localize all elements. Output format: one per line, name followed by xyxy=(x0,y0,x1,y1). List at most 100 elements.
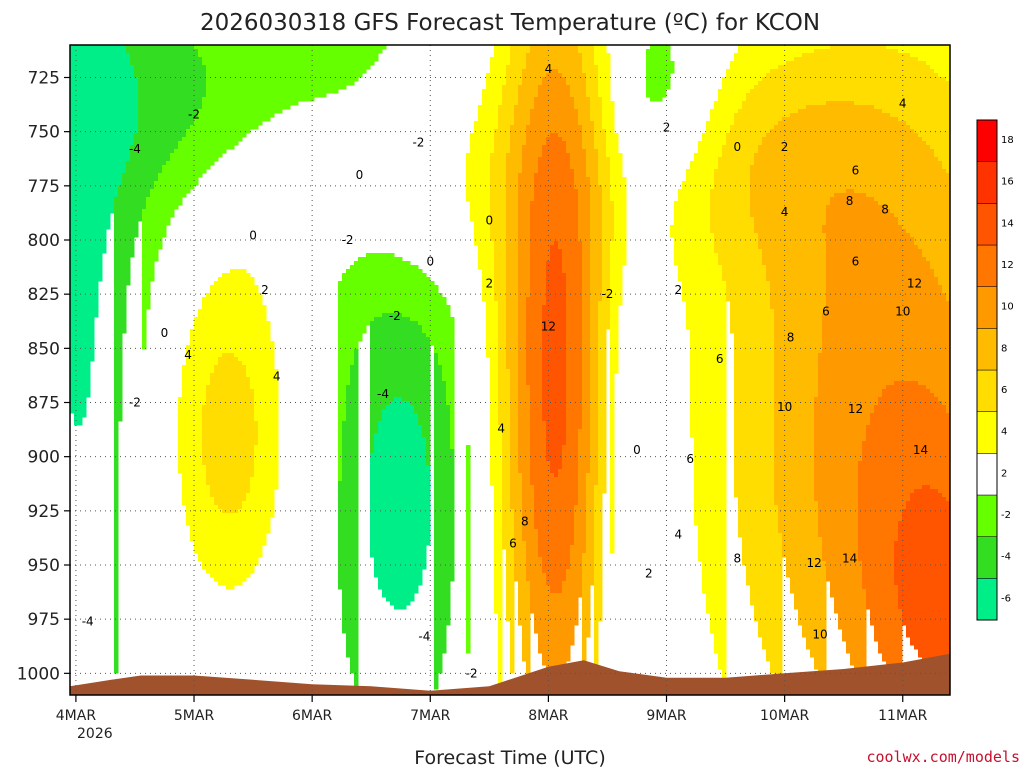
temperature-cell xyxy=(350,265,355,366)
temperature-cell xyxy=(202,65,207,98)
temperature-cell xyxy=(438,365,443,674)
temperature-cell xyxy=(702,133,707,594)
temperature-cell xyxy=(798,109,803,626)
temperature-cell xyxy=(694,153,699,526)
contour-label: -2 xyxy=(389,309,401,323)
contour-label: 2 xyxy=(486,276,494,290)
temperature-cell xyxy=(754,85,759,154)
temperature-cell xyxy=(414,265,419,322)
temperature-cell xyxy=(922,141,927,258)
temperature-cell xyxy=(886,45,891,50)
temperature-cell xyxy=(214,45,219,162)
temperature-cell xyxy=(810,45,815,54)
temperature-cell xyxy=(806,45,811,54)
temperature-cell xyxy=(542,573,547,666)
temperature-cell xyxy=(590,121,595,586)
temperature-cell xyxy=(914,245,919,382)
y-tick-label: 975 xyxy=(28,610,60,630)
temperature-cell xyxy=(154,181,159,262)
temperature-cell xyxy=(378,317,383,422)
temperature-cell xyxy=(114,45,119,198)
temperature-cell xyxy=(874,201,879,406)
temperature-cell xyxy=(822,45,827,50)
temperature-cell xyxy=(910,493,915,646)
contour-label: 2 xyxy=(675,283,683,297)
temperature-cell xyxy=(246,493,251,578)
temperature-cell xyxy=(930,149,935,270)
temperature-cell xyxy=(926,485,931,662)
colorbar-swatch xyxy=(976,369,998,412)
temperature-cell xyxy=(190,125,195,190)
temperature-cell xyxy=(750,89,755,166)
temperature-cell xyxy=(846,189,851,654)
temperature-cell xyxy=(366,253,371,326)
temperature-cell xyxy=(670,61,675,74)
temperature-cell xyxy=(474,121,479,246)
x-tick-label: 8MAR xyxy=(528,708,569,724)
temperature-cell xyxy=(398,313,403,398)
temperature-cell xyxy=(534,45,539,98)
temperature-cell xyxy=(126,45,131,54)
temperature-cell xyxy=(802,109,807,638)
temperature-cell xyxy=(550,245,555,474)
temperature-cell xyxy=(186,345,191,526)
temperature-cell xyxy=(198,109,203,178)
colorbar-swatch xyxy=(976,203,998,246)
temperature-cell xyxy=(790,61,795,114)
contour-label: 6 xyxy=(822,305,830,319)
temperature-cell xyxy=(814,105,819,398)
temperature-cell xyxy=(410,265,415,322)
colorbar-label: -6 xyxy=(1001,593,1011,604)
temperature-cell xyxy=(618,153,623,306)
temperature-cell xyxy=(206,485,211,574)
temperature-cell xyxy=(274,369,279,490)
temperature-cell xyxy=(334,45,339,94)
temperature-cell xyxy=(286,45,291,110)
temperature-cell xyxy=(826,45,831,50)
temperature-cell xyxy=(890,385,895,682)
temperature-cell xyxy=(730,125,735,334)
temperature-cell xyxy=(710,109,715,190)
temperature-cell xyxy=(898,609,903,694)
temperature-cell xyxy=(578,125,583,242)
colorbar-label: -2 xyxy=(1001,510,1011,521)
temperature-cell xyxy=(770,69,775,130)
temperature-cell xyxy=(818,105,823,354)
temperature-cell xyxy=(394,257,399,314)
temperature-cell xyxy=(862,193,867,442)
temperature-cell xyxy=(254,285,259,422)
temperature-cell xyxy=(530,45,535,110)
x-axis-year-label: 2026 xyxy=(77,726,113,742)
temperature-cell xyxy=(146,45,151,198)
temperature-cell xyxy=(778,533,783,694)
colorbar-swatch xyxy=(976,578,998,621)
temperature-cell xyxy=(850,45,855,102)
temperature-cell xyxy=(758,81,763,146)
temperature-cell xyxy=(646,49,651,98)
temperature-cell xyxy=(882,45,887,114)
temperature-cell xyxy=(238,509,243,586)
temperature-cell xyxy=(554,69,559,134)
temperature-cell xyxy=(894,217,899,382)
temperature-cell xyxy=(610,201,615,242)
contour-label: 0 xyxy=(356,168,364,182)
temperature-cell xyxy=(134,133,139,238)
temperature-cell xyxy=(274,45,279,114)
temperature-cell xyxy=(342,45,347,90)
temperature-cell xyxy=(166,45,171,162)
temperature-cell xyxy=(802,45,807,54)
temperature-cell xyxy=(910,57,915,130)
temperature-cell xyxy=(482,89,487,302)
temperature-cell xyxy=(518,173,523,474)
temperature-cell xyxy=(774,45,779,70)
temperature-cell xyxy=(426,465,431,546)
temperature-cell xyxy=(890,213,895,386)
contour-label: 6 xyxy=(716,352,724,366)
contour-label: -4 xyxy=(82,614,94,628)
colorbar-label: 6 xyxy=(1001,385,1007,396)
temperature-cell xyxy=(386,253,391,314)
temperature-cell xyxy=(810,105,815,658)
temperature-cell xyxy=(870,413,875,626)
temperature-cell xyxy=(914,57,919,134)
temperature-cell xyxy=(766,73,771,134)
